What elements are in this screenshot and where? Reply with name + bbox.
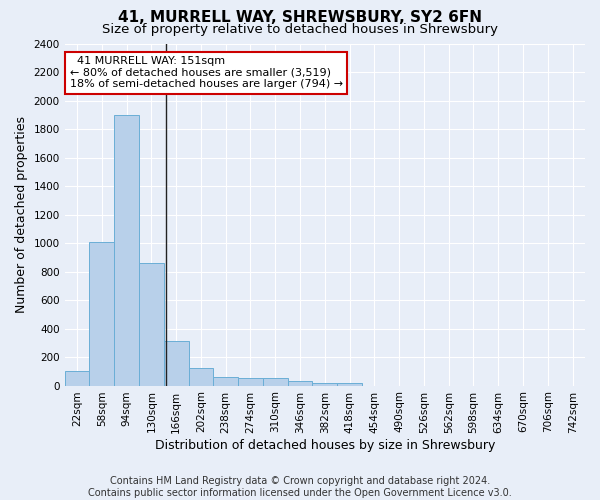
Y-axis label: Number of detached properties: Number of detached properties bbox=[15, 116, 28, 314]
Text: 41, MURRELL WAY, SHREWSBURY, SY2 6FN: 41, MURRELL WAY, SHREWSBURY, SY2 6FN bbox=[118, 10, 482, 25]
Bar bbox=[114, 115, 139, 386]
Bar bbox=[164, 340, 188, 386]
Text: Contains HM Land Registry data © Crown copyright and database right 2024.
Contai: Contains HM Land Registry data © Crown c… bbox=[88, 476, 512, 498]
Bar bbox=[263, 378, 287, 386]
Bar bbox=[65, 372, 89, 386]
Bar bbox=[238, 378, 263, 386]
Bar bbox=[287, 382, 313, 386]
Bar bbox=[139, 263, 164, 386]
X-axis label: Distribution of detached houses by size in Shrewsbury: Distribution of detached houses by size … bbox=[155, 440, 495, 452]
Bar bbox=[337, 382, 362, 386]
Bar bbox=[313, 382, 337, 386]
Bar bbox=[214, 377, 238, 386]
Bar bbox=[89, 242, 114, 386]
Bar bbox=[188, 368, 214, 386]
Text: 41 MURRELL WAY: 151sqm
← 80% of detached houses are smaller (3,519)
18% of semi-: 41 MURRELL WAY: 151sqm ← 80% of detached… bbox=[70, 56, 343, 89]
Text: Size of property relative to detached houses in Shrewsbury: Size of property relative to detached ho… bbox=[102, 22, 498, 36]
